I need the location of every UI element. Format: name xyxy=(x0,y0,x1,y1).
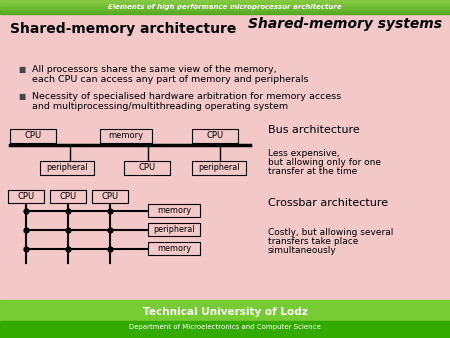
Text: Necessity of specialised hardware arbitration for memory access: Necessity of specialised hardware arbitr… xyxy=(32,92,341,101)
Bar xyxy=(148,204,200,217)
Text: CPU: CPU xyxy=(207,131,224,141)
Bar xyxy=(0,4,450,5)
Bar xyxy=(0,12,450,13)
Bar xyxy=(100,129,152,143)
Text: Technical University of Lodz: Technical University of Lodz xyxy=(143,307,307,317)
Bar xyxy=(124,161,170,175)
Text: Bus architecture: Bus architecture xyxy=(268,125,360,135)
Bar xyxy=(0,321,450,338)
Text: Shared-memory architecture: Shared-memory architecture xyxy=(10,22,236,36)
Text: Shared-memory systems: Shared-memory systems xyxy=(248,17,442,31)
Text: transfer at the time: transfer at the time xyxy=(268,167,357,176)
Text: Costly, but allowing several: Costly, but allowing several xyxy=(268,228,393,237)
Text: and multiprocessing/multithreading operating system: and multiprocessing/multithreading opera… xyxy=(32,102,288,111)
Bar xyxy=(0,6,450,7)
Bar xyxy=(8,190,44,203)
Text: Elements of high performance microprocessor architecture: Elements of high performance microproces… xyxy=(108,4,342,10)
Text: CPU: CPU xyxy=(59,192,76,201)
Text: memory: memory xyxy=(157,206,191,215)
Text: ■: ■ xyxy=(18,65,26,74)
Bar xyxy=(0,9,450,10)
Bar xyxy=(50,190,86,203)
Text: transfers take place: transfers take place xyxy=(268,237,358,246)
Bar xyxy=(0,2,450,3)
Bar xyxy=(0,8,450,9)
Text: All processors share the same view of the memory,: All processors share the same view of th… xyxy=(32,65,277,74)
Bar xyxy=(40,161,94,175)
Bar xyxy=(0,5,450,6)
Text: each CPU can access any part of memory and peripherals: each CPU can access any part of memory a… xyxy=(32,75,309,84)
Bar xyxy=(0,1,450,2)
Text: memory: memory xyxy=(157,244,191,253)
Text: peripheral: peripheral xyxy=(46,164,88,172)
Bar xyxy=(0,13,450,14)
Text: peripheral: peripheral xyxy=(153,225,195,234)
Bar xyxy=(10,129,56,143)
Text: Crossbar architecture: Crossbar architecture xyxy=(268,198,388,208)
Text: ■: ■ xyxy=(18,92,26,101)
Bar xyxy=(0,0,450,1)
Text: CPU: CPU xyxy=(101,192,118,201)
Text: CPU: CPU xyxy=(139,164,156,172)
Bar xyxy=(0,7,450,8)
Text: but allowing only for one: but allowing only for one xyxy=(268,158,381,167)
Bar xyxy=(92,190,128,203)
Text: CPU: CPU xyxy=(18,192,35,201)
Bar xyxy=(148,242,200,255)
Bar xyxy=(192,161,246,175)
Bar xyxy=(192,129,238,143)
Text: CPU: CPU xyxy=(24,131,41,141)
Bar xyxy=(0,300,450,338)
Bar xyxy=(0,11,450,12)
Text: simultaneously: simultaneously xyxy=(268,246,337,255)
Bar xyxy=(0,10,450,11)
Bar xyxy=(148,223,200,236)
Text: Department of Microelectronics and Computer Science: Department of Microelectronics and Compu… xyxy=(129,324,321,330)
Text: Less expensive,: Less expensive, xyxy=(268,149,340,158)
Bar xyxy=(0,3,450,4)
Text: peripheral: peripheral xyxy=(198,164,240,172)
Text: memory: memory xyxy=(108,131,144,141)
